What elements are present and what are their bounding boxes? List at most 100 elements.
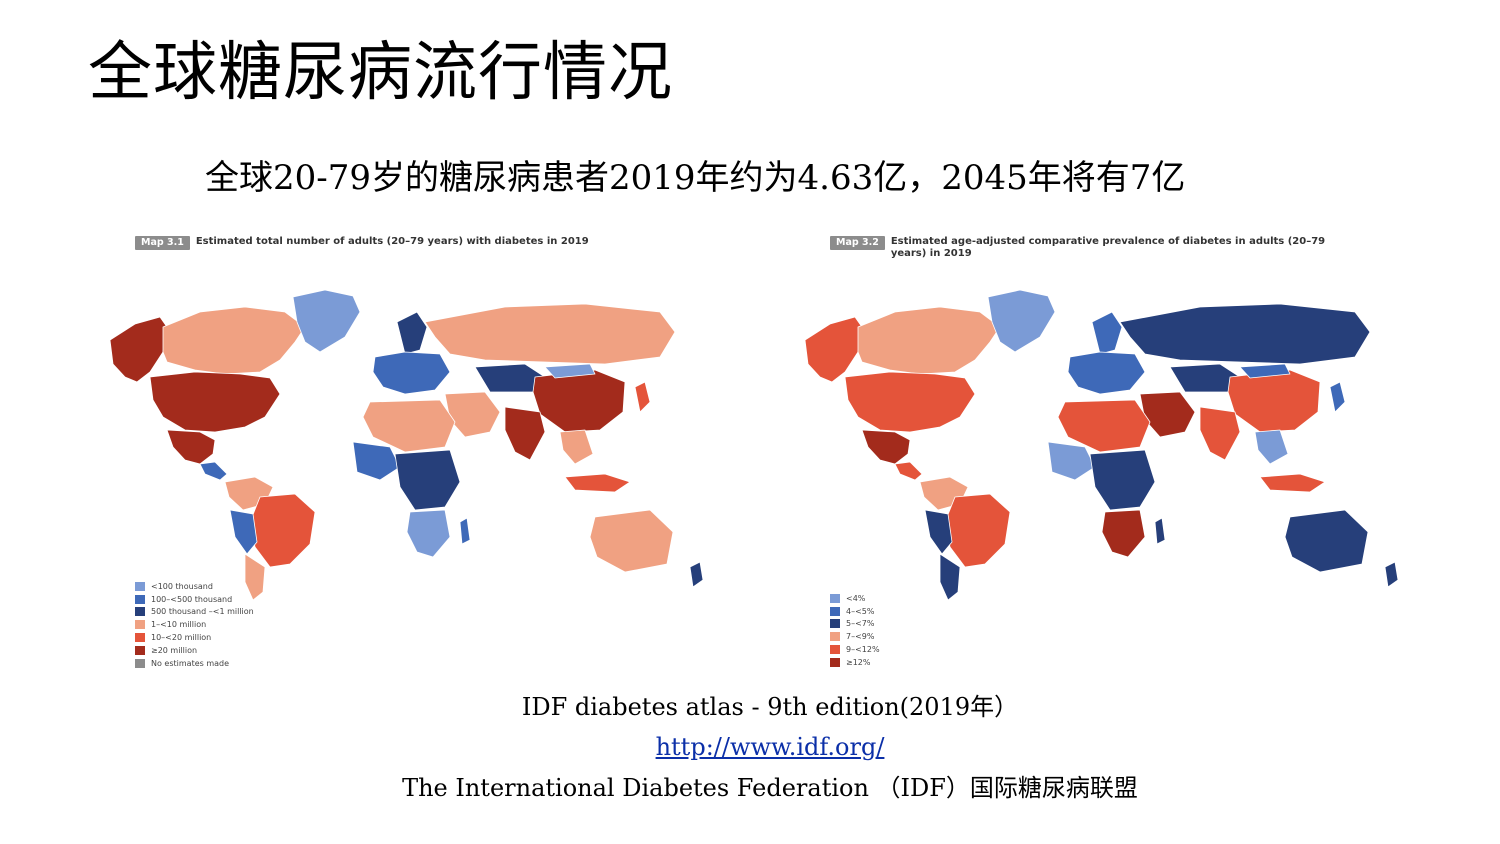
legend-swatch <box>830 593 840 603</box>
legend-swatch <box>135 594 145 604</box>
region-north-africa <box>362 399 456 453</box>
region-west-africa <box>1047 441 1096 481</box>
region-madagascar <box>459 517 471 545</box>
legend-label: 100–<500 thousand <box>151 594 233 604</box>
region-china <box>1227 369 1321 433</box>
legend-swatch <box>135 607 145 617</box>
region-peru <box>924 509 953 555</box>
legend-swatch <box>830 619 840 629</box>
region-india <box>1199 406 1241 461</box>
map-header: Map 3.1 Estimated total number of adults … <box>135 236 675 250</box>
region-indonesia <box>564 473 631 493</box>
region-japan <box>634 381 651 413</box>
legend-item: No estimates made <box>135 657 254 670</box>
map-header: Map 3.2 Estimated age-adjusted comparativ… <box>830 236 1370 260</box>
region-india <box>504 406 546 461</box>
region-argentina <box>244 553 266 601</box>
region-central-africa <box>394 449 461 511</box>
region-alaska <box>109 316 168 383</box>
legend-item: ≥20 million <box>135 644 254 657</box>
region-usa <box>149 371 281 433</box>
legend-item: ≥12% <box>830 656 880 669</box>
map-caption: Estimated age-adjusted comparative preva… <box>890 236 1326 259</box>
legend-swatch <box>135 633 145 643</box>
region-madagascar <box>1154 517 1166 545</box>
region-scandinavia <box>1091 311 1123 355</box>
region-north-africa <box>1057 399 1151 453</box>
legend-label: ≥20 million <box>151 645 198 655</box>
legend-label: 10–<20 million <box>151 633 212 643</box>
idf-link[interactable]: http://www.idf.org/ <box>655 733 885 761</box>
region-europe <box>1067 351 1146 395</box>
legend-label: No estimates made <box>151 658 230 668</box>
legend-label: 1–<10 million <box>151 620 207 630</box>
region-new-zealand <box>1384 561 1399 588</box>
region-mongolia <box>1239 363 1291 379</box>
region-alaska <box>804 316 863 383</box>
legend-swatch <box>830 657 840 667</box>
map-tag: Map 3.2 <box>830 236 885 250</box>
source-url-line: http://www.idf.org/ <box>0 732 1500 762</box>
legend-item: 1–<10 million <box>135 618 254 631</box>
slide-title: 全球糖尿病流行情况 <box>88 36 673 110</box>
region-central-america <box>199 461 228 481</box>
legend-item: 10–<20 million <box>135 631 254 644</box>
region-west-africa <box>352 441 401 481</box>
source-atlas: IDF diabetes atlas - 9th edition(2019年） <box>521 693 1019 721</box>
region-southeast-asia <box>559 429 594 465</box>
region-greenland <box>292 289 361 353</box>
legend-item: <100 thousand <box>135 580 254 593</box>
region-canada <box>857 306 1001 375</box>
legend-swatch <box>830 606 840 616</box>
source-organization: The International Diabetes Federation （I… <box>402 774 1138 802</box>
region-mexico <box>861 429 911 465</box>
region-russia <box>424 303 676 365</box>
legend-swatch <box>135 620 145 630</box>
legend-swatch <box>135 645 145 655</box>
region-greenland <box>987 289 1056 353</box>
map-panel-prevalence: Map 3.2 Estimated age-adjusted comparativ… <box>800 232 1400 672</box>
legend-item: 7–<9% <box>830 630 880 643</box>
region-usa <box>844 371 976 433</box>
region-china <box>532 369 626 433</box>
map-legend: <4% 4–<5% 5–<7% 7–<9% 9–<12% ≥12% <box>830 592 880 669</box>
legend-label: 9–<12% <box>846 645 880 655</box>
legend-item: 9–<12% <box>830 643 880 656</box>
world-map-prevalence <box>804 289 1399 601</box>
region-central-america <box>894 461 923 481</box>
region-indonesia <box>1259 473 1326 493</box>
region-japan <box>1329 381 1346 413</box>
legend-swatch <box>135 581 145 591</box>
map-legend: <100 thousand 100–<500 thousand 500 thousa… <box>135 580 254 670</box>
region-russia <box>1119 303 1371 365</box>
legend-label: ≥12% <box>846 657 871 667</box>
region-scandinavia <box>396 311 428 355</box>
legend-label: 7–<9% <box>846 632 875 642</box>
legend-item: 500 thousand –<1 million <box>135 606 254 619</box>
region-mongolia <box>544 363 596 379</box>
region-argentina <box>939 553 961 601</box>
legend-item: 5–<7% <box>830 618 880 631</box>
region-new-zealand <box>689 561 704 588</box>
legend-swatch <box>830 645 840 655</box>
region-canada <box>162 306 306 375</box>
legend-swatch <box>830 632 840 642</box>
region-peru <box>229 509 258 555</box>
slide-subtitle: 全球20-79岁的糖尿病患者2019年约为4.63亿，2045年将有7亿 <box>205 158 1186 198</box>
legend-item: 4–<5% <box>830 605 880 618</box>
map-tag: Map 3.1 <box>135 236 190 250</box>
region-southern-africa <box>1101 509 1146 558</box>
legend-item: 100–<500 thousand <box>135 593 254 606</box>
region-brazil <box>249 493 316 568</box>
legend-swatch <box>135 658 145 668</box>
map-caption: Estimated total number of adults (20–79 … <box>195 236 589 247</box>
region-brazil <box>944 493 1011 568</box>
region-europe <box>372 351 451 395</box>
region-middle-east <box>444 391 501 438</box>
region-southern-africa <box>406 509 451 558</box>
map-panel-total-adults: Map 3.1 Estimated total number of adults … <box>105 232 705 672</box>
legend-item: <4% <box>830 592 880 605</box>
region-australia <box>1284 509 1369 573</box>
legend-label: 4–<5% <box>846 606 875 616</box>
region-middle-east <box>1139 391 1196 438</box>
